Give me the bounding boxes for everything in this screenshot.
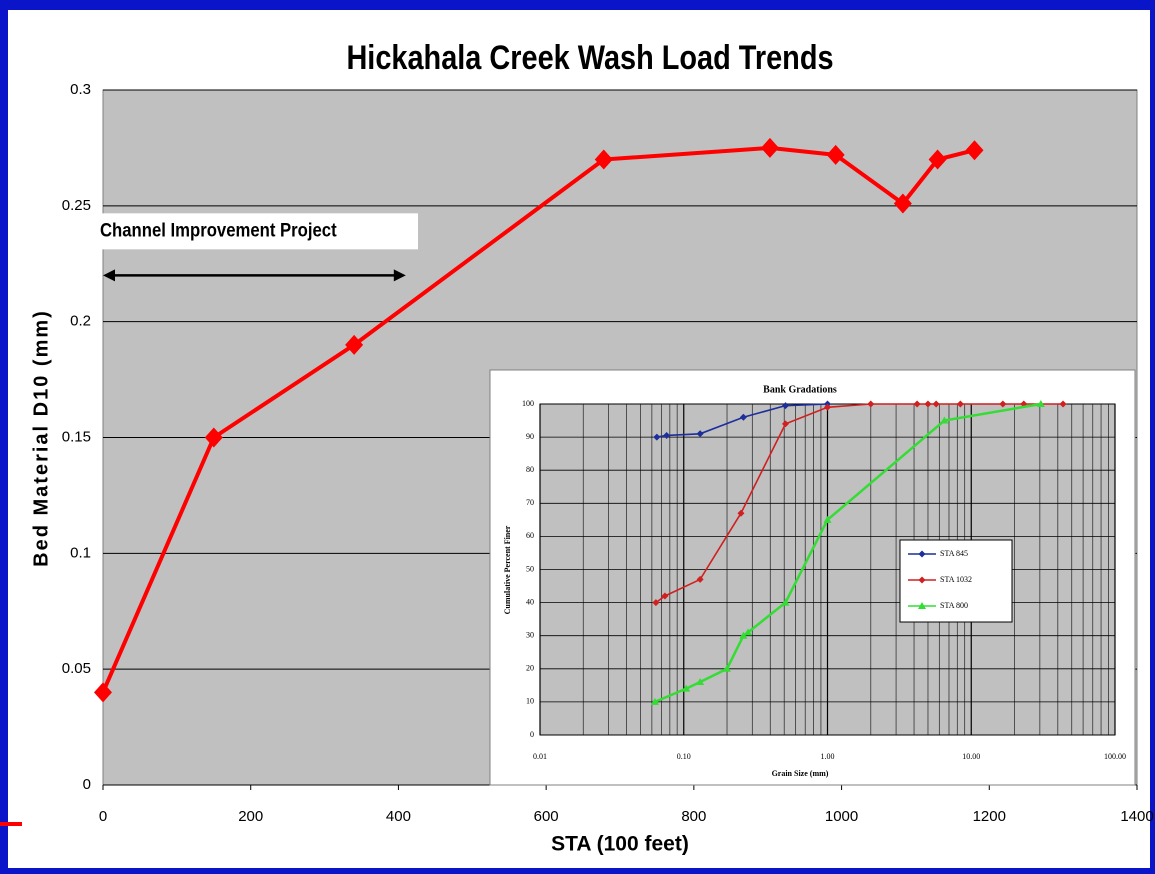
- y-tick-label: 0: [83, 776, 91, 793]
- marker: [650, 697, 659, 705]
- marker: [893, 193, 912, 214]
- x-tick-label: 1.00: [821, 752, 835, 761]
- marker: [663, 431, 671, 439]
- marker: [204, 427, 223, 448]
- marker: [760, 137, 779, 158]
- x-tick-label: 0: [99, 808, 107, 825]
- x-tick-label: 200: [238, 808, 263, 825]
- marker: [661, 592, 669, 600]
- y-tick-label: 100: [522, 399, 534, 408]
- marker: [696, 575, 704, 583]
- line: [655, 403, 1064, 604]
- marker: [999, 400, 1007, 408]
- marker: [737, 509, 745, 517]
- marker: [781, 420, 789, 428]
- marker: [653, 433, 661, 441]
- y-tick-label: 0.25: [62, 197, 91, 214]
- marker: [918, 576, 926, 584]
- chart-title: Hickahala Creek Wash Load Trends: [346, 38, 833, 77]
- marker: [696, 430, 704, 438]
- marker: [913, 400, 921, 408]
- y-tick-label: 0.1: [70, 544, 91, 561]
- x-tick-label: 0.01: [533, 752, 547, 761]
- marker: [781, 598, 790, 606]
- x-tick-label: 100.00: [1104, 752, 1126, 761]
- legend-label: STA 845: [940, 549, 968, 558]
- marker: [94, 682, 112, 703]
- annotation: Channel Improvement Project: [100, 219, 337, 240]
- y-tick-label: 0.2: [70, 313, 91, 330]
- marker: [696, 678, 705, 686]
- marker: [924, 400, 932, 408]
- x-tick-label: 800: [681, 808, 706, 825]
- x-tick-label: 1400: [1120, 808, 1153, 825]
- marker: [867, 400, 875, 408]
- marker: [932, 400, 940, 408]
- y-tick-label: 0.05: [62, 660, 91, 677]
- marker: [682, 684, 691, 692]
- marker: [652, 599, 660, 607]
- marker: [345, 334, 364, 355]
- marker: [739, 631, 748, 639]
- marker: [781, 402, 789, 410]
- x-tick-label: 10.00: [962, 752, 980, 761]
- marker: [918, 550, 926, 558]
- marker: [940, 416, 949, 424]
- marker: [928, 149, 947, 170]
- x-tick-label: 1200: [973, 808, 1006, 825]
- y-tick-label: 70: [526, 498, 534, 507]
- annotation-bg: [96, 213, 418, 250]
- marker: [918, 602, 926, 609]
- y-tick-label: 60: [526, 531, 534, 540]
- y-tick-label: 90: [526, 432, 534, 441]
- inset-title: Bank Gradations: [763, 384, 837, 395]
- marker: [824, 403, 831, 411]
- x-tick-label: 1000: [825, 808, 858, 825]
- x-tick-label: 600: [534, 808, 559, 825]
- y-tick-label: 0.15: [62, 428, 91, 445]
- y-tick-label: 30: [526, 631, 534, 640]
- y-tick-label: 0: [530, 730, 534, 739]
- x-tick-label: 0.10: [677, 752, 691, 761]
- y-tick-label: 20: [526, 664, 534, 673]
- marker: [744, 628, 753, 636]
- arrow-head: [103, 269, 115, 282]
- marker: [1059, 400, 1067, 408]
- marker: [739, 413, 747, 421]
- x-tick-label: 400: [386, 808, 411, 825]
- marker: [823, 515, 832, 523]
- legend-label: STA 800: [940, 601, 968, 610]
- arrow-head: [393, 269, 406, 282]
- marker: [965, 140, 984, 161]
- marker: [1036, 400, 1045, 407]
- decor: [0, 822, 22, 826]
- y-axis-label: Cumulative Percent Finer: [503, 525, 512, 614]
- y-tick-label: 40: [526, 597, 534, 606]
- marker: [594, 149, 613, 170]
- marker: [956, 400, 964, 408]
- y-axis-label: Bed Material D10 (mm): [30, 309, 52, 567]
- y-tick-label: 80: [526, 465, 534, 474]
- marker: [723, 664, 732, 672]
- x-axis-label: STA (100 feet): [551, 833, 689, 856]
- legend-label: STA 1032: [940, 575, 972, 584]
- x-axis-label: Grain Size (mm): [772, 769, 829, 778]
- y-tick-label: 10: [526, 697, 534, 706]
- marker: [826, 144, 845, 165]
- y-tick-label: 50: [526, 564, 534, 573]
- y-tick-label: 0.3: [70, 81, 91, 98]
